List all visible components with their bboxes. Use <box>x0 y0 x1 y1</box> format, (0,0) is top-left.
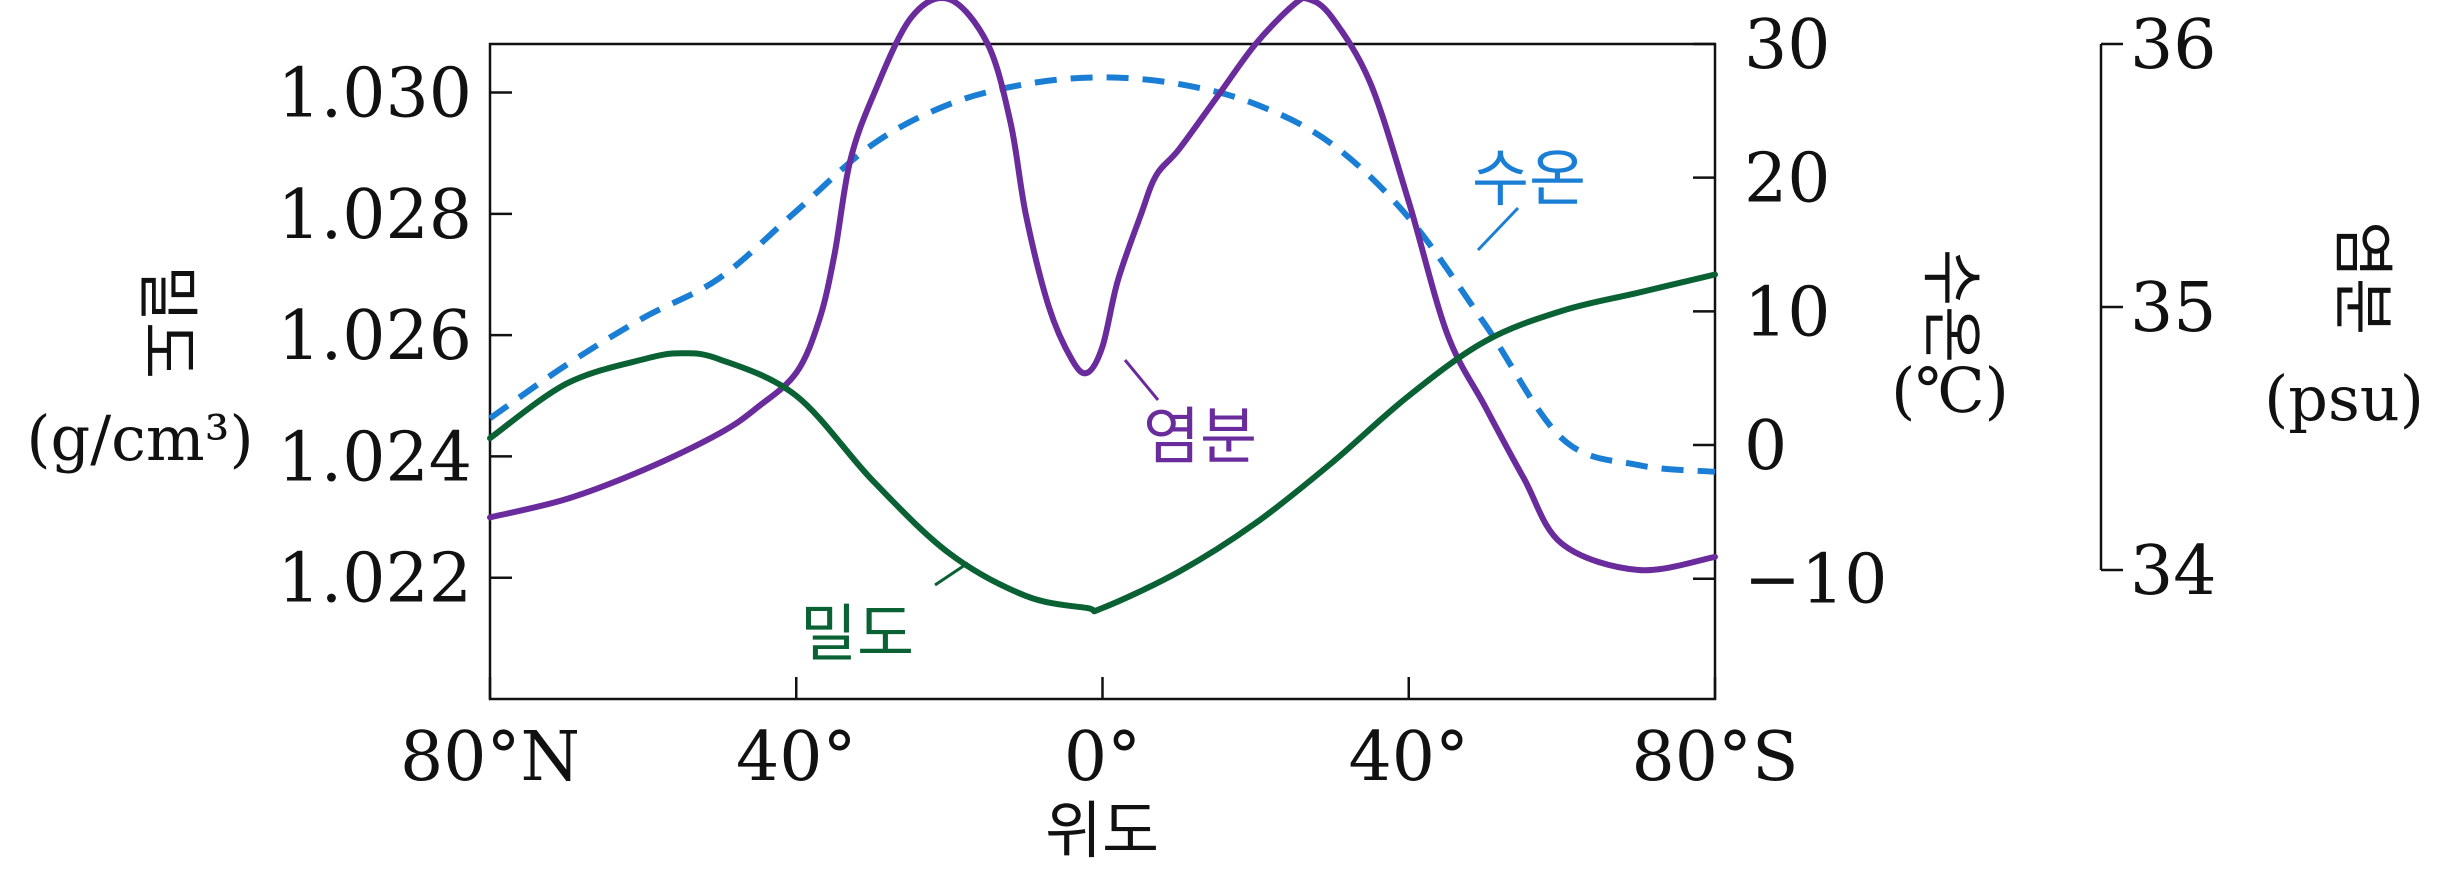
temperature-tick-label: 10 <box>1744 273 1831 352</box>
temperature-line <box>488 74 1716 475</box>
temperature-axis-title: 수온 <box>1915 249 1988 363</box>
x-axis-ticks: 80°N 40° 0° 40° 80°S <box>400 677 1799 797</box>
temperature-tick-label: −10 <box>1744 541 1888 620</box>
x-tick-label: 40° <box>1348 718 1469 797</box>
temperature-tick-label: 20 <box>1744 140 1831 219</box>
density-label-leader <box>934 561 969 587</box>
density-tick-label: 1.022 <box>277 540 472 619</box>
density-tick-label: 1.030 <box>277 55 472 134</box>
density-axis-unit: (g/cm³) <box>26 402 253 475</box>
density-axis-title: 밀도 <box>131 265 204 379</box>
salinity-tick-label: 36 <box>2130 6 2217 85</box>
salinity-line <box>487 0 1718 574</box>
temperature-tick-label: 0 <box>1744 407 1787 486</box>
density-line <box>487 271 1718 615</box>
x-tick-label: 0° <box>1064 718 1141 797</box>
x-tick-label: 80°S <box>1631 718 1798 797</box>
salinity-tick-label: 34 <box>2130 532 2217 611</box>
x-axis-title: 위도 <box>1045 794 1159 867</box>
temperature-axis-unit: (℃) <box>1891 354 2009 427</box>
density-tick-label: 1.026 <box>277 297 472 376</box>
density-tick-label: 1.028 <box>277 176 472 255</box>
x-tick-label: 80°N <box>400 718 580 797</box>
x-tick-label: 40° <box>736 718 857 797</box>
salinity-axis: 34 35 36 <box>2099 6 2217 611</box>
salinity-axis-title: 염분 <box>2326 221 2399 335</box>
salinity-axis-unit: (psu) <box>2264 362 2424 435</box>
temperature-label-leader <box>1476 206 1520 252</box>
temperature-tick-label: 30 <box>1744 6 1831 85</box>
density-axis-ticks: 1.022 1.024 1.026 1.028 1.030 <box>277 55 512 619</box>
temperature-axis-ticks: −10 0 10 20 30 <box>1693 6 1888 620</box>
salinity-series-label: 염분 <box>1143 400 1257 473</box>
temperature-series-label: 수온 <box>1472 142 1586 215</box>
density-series-label: 밀도 <box>800 597 914 670</box>
density-tick-label: 1.024 <box>277 418 472 497</box>
salinity-label-leader <box>1123 359 1160 401</box>
salinity-tick-label: 35 <box>2130 269 2217 348</box>
series-layer <box>487 0 1718 615</box>
